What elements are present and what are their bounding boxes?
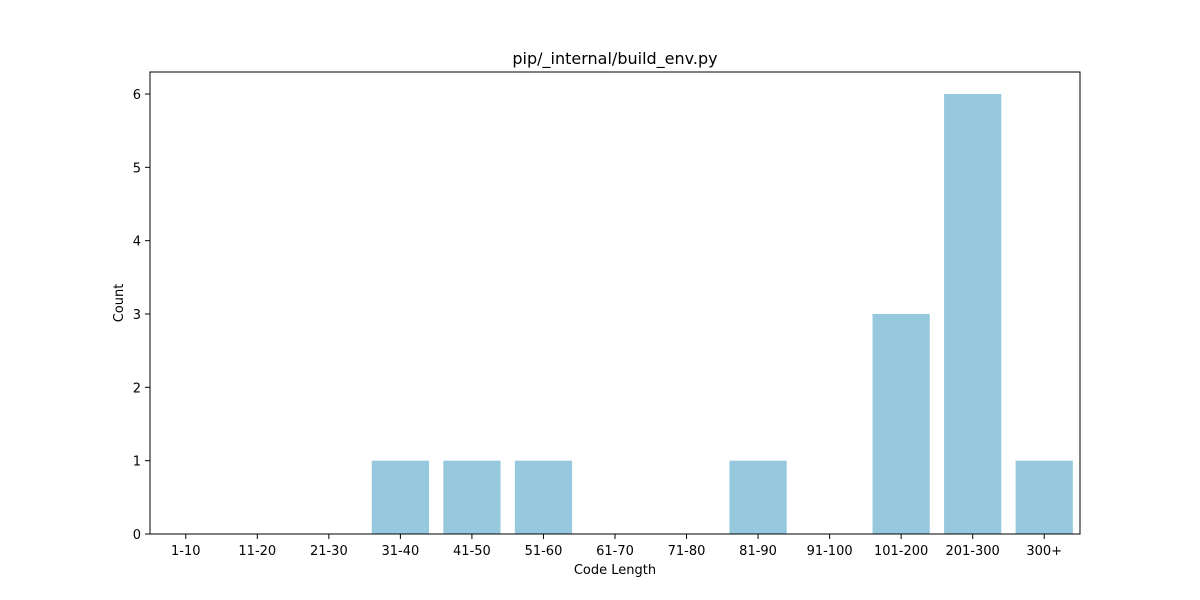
- chart-title: pip/_internal/build_env.py: [512, 49, 717, 69]
- y-tick-label: 3: [133, 308, 141, 323]
- x-axis-label: Code Length: [574, 563, 656, 578]
- x-tick-label: 11-20: [238, 544, 276, 559]
- x-tick-label: 201-300: [946, 544, 1000, 559]
- x-tick-label: 61-70: [596, 544, 634, 559]
- x-tick-label: 300+: [1026, 544, 1062, 559]
- y-tick-label: 1: [133, 455, 141, 470]
- bar-101-200: [872, 314, 930, 534]
- x-axis-ticks: 1-10 11-20 21-30 31-40 41-50 51-60 61-70 71-80 8…: [171, 534, 1062, 559]
- x-tick-label: 1-10: [171, 544, 201, 559]
- x-tick-label: 91-100: [807, 544, 853, 559]
- bar-51-60: [514, 460, 573, 534]
- x-tick-label: 41-50: [453, 544, 491, 559]
- x-tick-label: 21-30: [310, 544, 348, 559]
- bar-31-40: [371, 460, 429, 534]
- x-tick-label: 51-60: [525, 544, 563, 559]
- bar-81-90: [729, 460, 787, 534]
- y-axis-ticks: 0 1 2 3 4 5 6: [133, 88, 150, 543]
- x-tick-label: 31-40: [381, 544, 419, 559]
- x-tick-label: 101-200: [874, 544, 928, 559]
- y-tick-label: 2: [133, 381, 141, 396]
- bar-300+: [1015, 460, 1073, 534]
- y-tick-label: 4: [133, 235, 141, 250]
- y-tick-label: 0: [133, 528, 141, 543]
- y-tick-label: 5: [133, 161, 141, 176]
- bar-201-300: [944, 94, 1002, 534]
- x-tick-label: 81-90: [739, 544, 777, 559]
- bar-41-50: [443, 460, 501, 534]
- plot-frame: [149, 71, 1081, 535]
- x-tick-label: 71-80: [668, 544, 706, 559]
- y-axis-label: Count: [112, 284, 127, 323]
- y-tick-label: 6: [133, 88, 141, 103]
- bars-group: [371, 94, 1073, 534]
